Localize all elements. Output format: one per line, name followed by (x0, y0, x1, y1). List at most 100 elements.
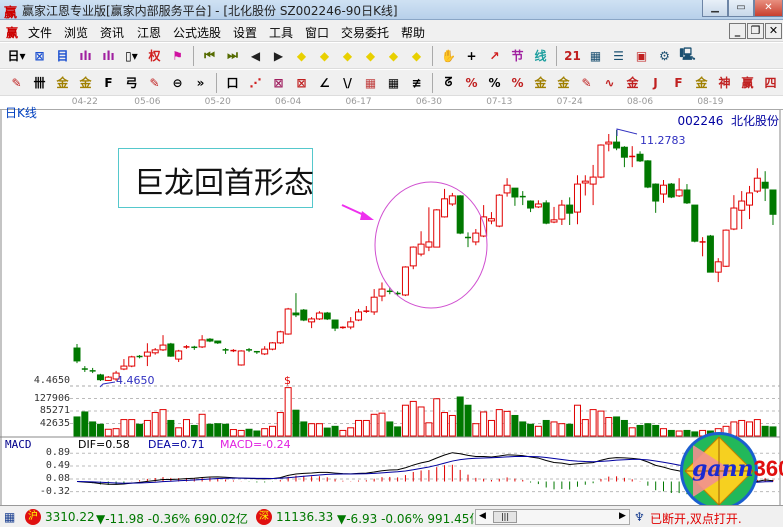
candle-type-dropdown[interactable]: ▯▾ (125, 48, 138, 63)
date-axis: 04-22 05-06 05-20 06-04 06-17 06-30 07-13 07-24… (0, 96, 783, 110)
calendar-icon[interactable]: 21 (564, 48, 581, 63)
pen3-icon[interactable]: ✎ (581, 75, 592, 90)
hand-icon[interactable]: ✋ (441, 48, 456, 63)
win-angle-icon[interactable]: 赢 (741, 76, 754, 90)
circle-tool-icon[interactable]: ⊖ (172, 75, 183, 90)
prev-icon[interactable]: ◀ (250, 48, 261, 63)
zoom-right-icon[interactable]: ◆ (319, 48, 330, 63)
report-icon[interactable]: ☰ (613, 48, 624, 63)
candle-up (581, 180, 589, 184)
toolbar-drawing: ✎ 卌金金 F 弓 ✎ ⊖» 口 ⋰ ⊠ ⊠ ∠ \/▦ ▦ ≢ ᘔ%%% 金金 ✎ ∿ 金 J F 金神赢四 (0, 70, 783, 96)
grid-black-icon[interactable]: ▦ (387, 75, 400, 90)
scroll-thumb[interactable]: ||| (493, 511, 517, 523)
percent-line-icon[interactable]: % (511, 75, 524, 90)
expand-icon[interactable]: ◆ (342, 48, 353, 63)
mdi-close-button[interactable]: ✕ (765, 23, 782, 39)
pen-icon[interactable]: ✎ (11, 75, 22, 90)
save-icon[interactable]: ▣ (635, 48, 648, 63)
menu-tools[interactable]: 工具 (269, 26, 294, 40)
menu-window[interactable]: 窗口 (305, 26, 330, 40)
menu-gann[interactable]: 江恩 (137, 26, 162, 40)
first-icon[interactable]: ⏮ (204, 48, 215, 62)
gann-box-icon[interactable]: ⊠ (273, 75, 284, 90)
fan-icon[interactable]: ⋰ (249, 75, 262, 90)
volume-bar (573, 404, 581, 437)
channel-icon[interactable]: ≢ (411, 75, 422, 90)
menu-help[interactable]: 帮助 (401, 26, 426, 40)
percent-red-icon[interactable]: % (465, 75, 478, 90)
menu-settings[interactable]: 设置 (233, 26, 258, 40)
logo-text: gann360 (692, 456, 783, 482)
menu-trade[interactable]: 交易委托 (341, 26, 390, 40)
compress-icon[interactable]: ◆ (365, 48, 376, 63)
fit-icon[interactable]: ◆ (411, 48, 422, 63)
volume-bar (433, 398, 441, 437)
menu-formula[interactable]: 公式选股 (173, 26, 222, 40)
candle-up (347, 321, 355, 328)
next-icon[interactable]: ▶ (273, 48, 284, 63)
volume-bar (331, 425, 339, 437)
wave-icon[interactable]: ∿ (604, 75, 615, 90)
line-icon[interactable]: 线 (534, 49, 547, 63)
pen2-icon[interactable]: ✎ (149, 75, 160, 90)
menu-file[interactable]: 文件 (28, 26, 53, 40)
calendar-icon[interactable]: ▦ (4, 510, 16, 524)
computer-icon[interactable]: 🖳 (679, 47, 696, 61)
f-angle-icon[interactable]: F (674, 75, 683, 90)
grid-icon[interactable]: 卌 (33, 76, 46, 90)
draw-line-icon[interactable]: ↗ (489, 48, 500, 63)
mdi-restore-button[interactable]: ❐ (747, 23, 764, 39)
chart3-icon[interactable]: ılı (79, 48, 92, 63)
chart9-icon[interactable]: ılı (102, 48, 115, 63)
minimize-button[interactable]: ▁ (702, 0, 728, 17)
low-marker (99, 381, 116, 388)
v-line-icon[interactable]: \/ (343, 75, 352, 90)
fib-icon[interactable]: F (104, 75, 113, 90)
percent-icon[interactable]: % (488, 75, 501, 90)
gold-angle-icon[interactable]: 金 (695, 76, 708, 90)
flag-icon[interactable]: ⚑ (172, 48, 183, 63)
candle-up (417, 243, 425, 255)
scroll-left-arrow[interactable]: ◀ (479, 511, 486, 521)
stock-tool-icon[interactable]: ⚙ (659, 48, 670, 63)
menu-news[interactable]: 资讯 (100, 26, 125, 40)
volume-bar (167, 419, 175, 437)
grid-red-icon[interactable]: ▦ (364, 75, 377, 90)
box-icon[interactable]: 口 (226, 76, 239, 90)
gold-line-icon[interactable]: 金 (557, 76, 570, 90)
crosshair-icon[interactable]: + (466, 48, 477, 63)
last-icon[interactable]: ⏭ (227, 48, 238, 62)
more-icon[interactable]: » (196, 75, 205, 90)
calculator-icon[interactable]: ▦ (589, 48, 602, 63)
candle-up (128, 356, 136, 367)
menu-browse[interactable]: 浏览 (64, 26, 89, 40)
arc-icon[interactable]: 弓 (125, 76, 138, 90)
maximize-button[interactable]: ▭ (728, 0, 754, 17)
macd-value: MACD=-0.24 (220, 438, 291, 451)
zoom-left-icon[interactable]: ◆ (296, 48, 307, 63)
notes-icon[interactable]: 目 (56, 49, 69, 63)
gann-square-icon[interactable]: ⊠ (296, 75, 307, 90)
gold-red-icon[interactable]: 金 (626, 76, 639, 90)
j-angle-icon[interactable]: J (653, 75, 658, 90)
section-icon[interactable]: 节 (511, 49, 524, 63)
right-adjust-icon[interactable]: 权 (148, 49, 161, 63)
four-angle-icon[interactable]: 四 (764, 76, 777, 90)
horizontal-scrollbar[interactable]: ◀ ||| ▶ (475, 509, 630, 525)
gold1-icon[interactable]: 金 (56, 76, 69, 90)
gold2-icon[interactable]: 金 (79, 76, 92, 90)
volume-bar (198, 413, 206, 437)
angle-icon[interactable]: ∠ (319, 75, 330, 90)
volume-bar (315, 423, 323, 437)
period-dropdown[interactable]: 日▾ (7, 49, 26, 63)
kline-icon[interactable]: ⊠ (34, 48, 45, 63)
connection-status[interactable]: 已断开,双点打开. (650, 512, 742, 526)
ladder-icon[interactable]: ᘔ (444, 75, 453, 89)
gold-circle-icon[interactable]: 金 (534, 76, 547, 90)
macd-axis-label: 0.89 (45, 447, 70, 458)
center-icon[interactable]: ◆ (388, 48, 399, 63)
scroll-right-arrow[interactable]: ▶ (619, 511, 626, 521)
god-angle-icon[interactable]: 神 (718, 76, 731, 90)
mdi-minimize-button[interactable]: _ (729, 23, 746, 39)
